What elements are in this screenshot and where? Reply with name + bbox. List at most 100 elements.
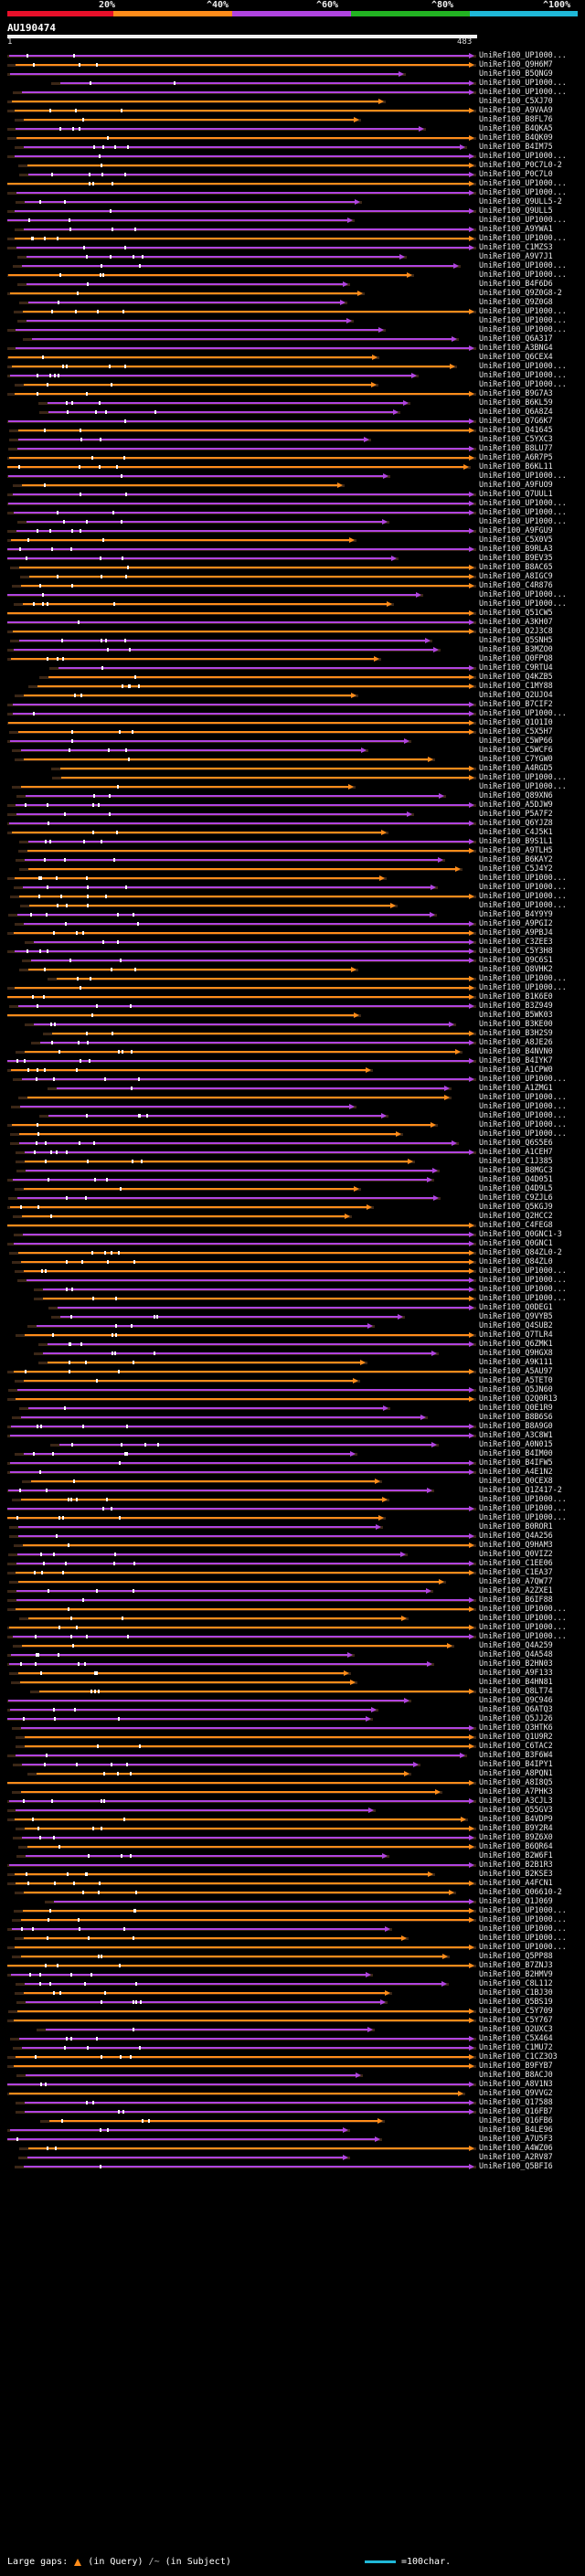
hit-row[interactable]: UniRef100_UP1000... bbox=[0, 324, 585, 334]
hit-label[interactable]: UniRef100_C1BJ30 bbox=[479, 1988, 553, 1997]
hit-label[interactable]: UniRef100_Q4D9L5 bbox=[479, 1183, 553, 1193]
hit-label[interactable]: UniRef100_Q1U9R2 bbox=[479, 1732, 553, 1741]
hit-label[interactable]: UniRef100_C5XJ70 bbox=[479, 96, 553, 105]
hit-row[interactable]: UniRef100_A4E1N2 bbox=[0, 1467, 585, 1476]
hit-label[interactable]: UniRef100_A8V1N3 bbox=[479, 2079, 553, 2088]
hit-label[interactable]: UniRef100_UP1000... bbox=[479, 1110, 567, 1119]
hit-row[interactable]: UniRef100_C5XJ70 bbox=[0, 96, 585, 105]
hit-label[interactable]: UniRef100_B4IM00 bbox=[479, 1448, 553, 1458]
hit-label[interactable]: UniRef100_B3KE00 bbox=[479, 1019, 553, 1028]
hit-row[interactable]: UniRef100_Q1O1I0 bbox=[0, 717, 585, 726]
hit-row[interactable]: UniRef100_A2ZXE1 bbox=[0, 1585, 585, 1595]
hit-label[interactable]: UniRef100_Q2UJO4 bbox=[479, 690, 553, 699]
hit-row[interactable]: UniRef100_Q7G6K7 bbox=[0, 416, 585, 425]
hit-label[interactable]: UniRef100_Q9C6S1 bbox=[479, 955, 553, 964]
hit-label[interactable]: UniRef100_C6TAC2 bbox=[479, 1741, 553, 1750]
hit-label[interactable]: UniRef100_B5QNG9 bbox=[479, 69, 553, 78]
hit-label[interactable]: UniRef100_Q4D051 bbox=[479, 1174, 553, 1183]
hit-row[interactable]: UniRef100_Q5JJ26 bbox=[0, 1713, 585, 1723]
hit-label[interactable]: UniRef100_A7PHK3 bbox=[479, 1786, 553, 1796]
hit-row[interactable]: UniRef100_B6KAY2 bbox=[0, 854, 585, 864]
hit-label[interactable]: UniRef100_Q5PP88 bbox=[479, 1951, 553, 1960]
hit-label[interactable]: UniRef100_Q2UXC3 bbox=[479, 2024, 553, 2033]
hit-row[interactable]: UniRef100_Q6A8Z4 bbox=[0, 407, 585, 416]
hit-label[interactable]: UniRef100_Q89XN6 bbox=[479, 790, 553, 800]
hit-label[interactable]: UniRef100_Q5SNH5 bbox=[479, 635, 553, 644]
hit-row[interactable]: UniRef100_Q16FB6 bbox=[0, 2115, 585, 2125]
hit-row[interactable]: UniRef100_Q9Z0G8 bbox=[0, 297, 585, 306]
hit-row[interactable]: UniRef100_Q06610-2 bbox=[0, 1887, 585, 1896]
hit-label[interactable]: UniRef100_Q16FB6 bbox=[479, 2115, 553, 2125]
hit-label[interactable]: UniRef100_A0N015 bbox=[479, 1439, 553, 1448]
hit-label[interactable]: UniRef100_A4RGD5 bbox=[479, 763, 553, 772]
hit-row[interactable]: UniRef100_P0C7L0 bbox=[0, 169, 585, 178]
hit-row[interactable]: UniRef100_C5Y3H8 bbox=[0, 946, 585, 955]
hit-row[interactable]: UniRef100_Q3HTK6 bbox=[0, 1723, 585, 1732]
hit-row[interactable]: UniRef100_Q1J069 bbox=[0, 1896, 585, 1905]
hit-label[interactable]: UniRef100_Q5JN60 bbox=[479, 1384, 553, 1394]
hit-label[interactable]: UniRef100_A9FGU9 bbox=[479, 525, 553, 535]
hit-label[interactable]: UniRef100_Q2J3C8 bbox=[479, 626, 553, 635]
hit-row[interactable]: UniRef100_B3H2S9 bbox=[0, 1028, 585, 1037]
hit-label[interactable]: UniRef100_B9EV35 bbox=[479, 553, 553, 562]
hit-label[interactable]: UniRef100_C7YGW0 bbox=[479, 754, 553, 763]
hit-row[interactable]: UniRef100_B4LE96 bbox=[0, 2125, 585, 2134]
hit-label[interactable]: UniRef100_UP1000... bbox=[479, 973, 567, 982]
hit-label[interactable]: UniRef100_Q51CW5 bbox=[479, 608, 553, 617]
hit-label[interactable]: UniRef100_A8JE26 bbox=[479, 1037, 553, 1046]
hit-label[interactable]: UniRef100_UP1000... bbox=[479, 708, 567, 717]
hit-row[interactable]: UniRef100_B8B6S6 bbox=[0, 1412, 585, 1421]
hit-label[interactable]: UniRef100_Q4KZB5 bbox=[479, 672, 553, 681]
hit-label[interactable]: UniRef100_UP1000... bbox=[479, 498, 567, 507]
hit-row[interactable]: UniRef100_A8IGC9 bbox=[0, 571, 585, 580]
hit-row[interactable]: UniRef100_C4FEG8 bbox=[0, 1220, 585, 1229]
hit-label[interactable]: UniRef100_A5AU97 bbox=[479, 1366, 553, 1375]
hit-label[interactable]: UniRef100_C1MY88 bbox=[479, 681, 553, 690]
hit-label[interactable]: UniRef100_UP1000... bbox=[479, 260, 567, 270]
hit-label[interactable]: UniRef100_Q6ZMK1 bbox=[479, 1339, 553, 1348]
hit-label[interactable]: UniRef100_UP1000... bbox=[479, 873, 567, 882]
hit-row[interactable]: UniRef100_B6KL11 bbox=[0, 461, 585, 471]
hit-label[interactable]: UniRef100_A2RV87 bbox=[479, 2152, 553, 2161]
hit-row[interactable]: UniRef100_Q0GNC1 bbox=[0, 1238, 585, 1247]
hit-label[interactable]: UniRef100_B4Y9Y9 bbox=[479, 909, 553, 918]
hit-label[interactable]: UniRef100_UP1000... bbox=[479, 772, 567, 781]
hit-row[interactable]: UniRef100_B9G7A3 bbox=[0, 388, 585, 398]
hit-label[interactable]: UniRef100_C1MZS3 bbox=[479, 242, 553, 251]
hit-label[interactable]: UniRef100_UP1000... bbox=[479, 516, 567, 525]
hit-label[interactable]: UniRef100_A7QW77 bbox=[479, 1576, 553, 1585]
hit-row[interactable]: UniRef100_A8PQN1 bbox=[0, 1768, 585, 1777]
hit-label[interactable]: UniRef100_UP1000... bbox=[479, 982, 567, 991]
hit-label[interactable]: UniRef100_A9YWA1 bbox=[479, 224, 553, 233]
hit-label[interactable]: UniRef100_Q6ATQ3 bbox=[479, 1704, 553, 1713]
hit-label[interactable]: UniRef100_C1CZ3O3 bbox=[479, 2051, 558, 2061]
hit-label[interactable]: UniRef100_B4LE96 bbox=[479, 2125, 553, 2134]
hit-label[interactable]: UniRef100_Q1O1I0 bbox=[479, 717, 553, 726]
hit-label[interactable]: UniRef100_A7U5F3 bbox=[479, 2134, 553, 2143]
hit-label[interactable]: UniRef100_A8PQN1 bbox=[479, 1768, 553, 1777]
hit-label[interactable]: UniRef100_UP1000... bbox=[479, 1119, 567, 1129]
hit-row[interactable]: UniRef100_B9S1L1 bbox=[0, 836, 585, 845]
hit-row[interactable]: UniRef100_Q5JN60 bbox=[0, 1384, 585, 1394]
hit-label[interactable]: UniRef100_Q0FPQ8 bbox=[479, 653, 553, 663]
hit-row[interactable]: UniRef100_Q6ATQ3 bbox=[0, 1704, 585, 1713]
hit-row[interactable]: UniRef100_Q5SNH5 bbox=[0, 635, 585, 644]
hit-label[interactable]: UniRef100_A9FUO9 bbox=[479, 480, 553, 489]
hit-row[interactable]: UniRef100_A7U5F3 bbox=[0, 2134, 585, 2143]
hit-label[interactable]: UniRef100_C1MU72 bbox=[479, 2042, 553, 2051]
hit-row[interactable]: UniRef100_Q4A259 bbox=[0, 1640, 585, 1649]
hit-row[interactable]: UniRef100_UP1000... bbox=[0, 270, 585, 279]
hit-label[interactable]: UniRef100_Q1J069 bbox=[479, 1896, 553, 1905]
hit-label[interactable]: UniRef100_Q5BFI6 bbox=[479, 2161, 553, 2170]
hit-row[interactable]: UniRef100_Q5KGJ9 bbox=[0, 1202, 585, 1211]
hit-row[interactable]: UniRef100_UP1000... bbox=[0, 772, 585, 781]
hit-label[interactable]: UniRef100_UP1000... bbox=[479, 370, 567, 379]
hit-label[interactable]: UniRef100_B9FYB7 bbox=[479, 2061, 553, 2070]
hit-row[interactable]: UniRef100_A4FCN1 bbox=[0, 1878, 585, 1887]
hit-label[interactable]: UniRef100_Q2Q0R13 bbox=[479, 1394, 558, 1403]
hit-row[interactable]: UniRef100_A9V7J1 bbox=[0, 251, 585, 260]
hit-label[interactable]: UniRef100_B4IYK7 bbox=[479, 1055, 553, 1065]
hit-row[interactable]: UniRef100_UP1000... bbox=[0, 1933, 585, 1942]
hit-label[interactable]: UniRef100_A3CJL3 bbox=[479, 1796, 553, 1805]
hit-row[interactable]: UniRef100_UP1000... bbox=[0, 982, 585, 991]
